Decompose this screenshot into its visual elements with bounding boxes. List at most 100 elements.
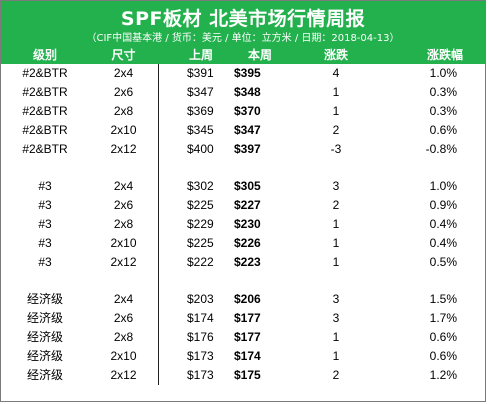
group-spacer xyxy=(1,159,485,177)
cell-grade: #3 xyxy=(38,217,52,231)
cell-size: 2x12 xyxy=(89,140,159,159)
cell-this-week: $174 xyxy=(234,349,261,363)
cell-change-pct: 0.6% xyxy=(429,330,457,344)
cell-grade: 经济级 xyxy=(26,349,63,363)
cell-grade: 经济级 xyxy=(26,292,63,306)
cell-change: 1 xyxy=(332,255,340,269)
header-change: 涨跌 xyxy=(323,48,348,62)
cell-size: 2x8 xyxy=(89,102,159,121)
cell-size: 2x10 xyxy=(89,347,159,366)
cell-this-week: $177 xyxy=(234,330,261,344)
cell-grade: 经济级 xyxy=(26,368,63,382)
cell-size: 2x6 xyxy=(89,83,159,102)
cell-this-week: $347 xyxy=(234,123,261,137)
spacer-cell xyxy=(1,272,89,290)
table-row: #2&BTR 2x12 $400 $397 -3 -0.8% xyxy=(1,140,485,159)
cell-change-pct: 0.6% xyxy=(429,349,457,363)
cell-change-pct: -0.8% xyxy=(425,142,457,156)
group-spacer xyxy=(1,272,485,290)
cell-change: 2 xyxy=(332,368,340,382)
table-row: #2&BTR 2x10 $345 $347 2 0.6% xyxy=(1,121,485,140)
cell-change-pct: 1.0% xyxy=(429,66,457,80)
cell-last-week: $174 xyxy=(187,311,214,325)
cell-this-week: $177 xyxy=(234,311,261,325)
table-row: 经济级 2x10 $173 $174 1 0.6% xyxy=(1,347,485,366)
cell-last-week: $222 xyxy=(187,255,214,269)
cell-grade: #2&BTR xyxy=(22,142,68,156)
cell-grade: 经济级 xyxy=(26,330,63,344)
table-row: #2&BTR 2x8 $369 $370 1 0.3% xyxy=(1,102,485,121)
table-row: #3 2x8 $229 $230 1 0.4% xyxy=(1,215,485,234)
report-title: SPF板材 北美市场行情周报 xyxy=(120,8,366,30)
cell-size: 2x12 xyxy=(89,253,159,272)
cell-this-week: $370 xyxy=(234,104,261,118)
header-change-pct: 涨跌幅 xyxy=(426,48,463,62)
cell-change: 1 xyxy=(332,349,340,363)
cell-last-week: $225 xyxy=(187,198,214,212)
cell-last-week: $400 xyxy=(187,142,214,156)
cell-grade: #3 xyxy=(38,236,52,250)
table-row: #3 2x12 $222 $223 1 0.5% xyxy=(1,253,485,272)
cell-grade: #2&BTR xyxy=(22,123,68,137)
cell-change: 1 xyxy=(332,217,340,231)
header-grade: 级别 xyxy=(32,48,57,62)
cell-size: 2x10 xyxy=(89,121,159,140)
cell-this-week: $305 xyxy=(234,179,261,193)
cell-this-week: $175 xyxy=(234,368,261,382)
table-row: 经济级 2x4 $203 $206 3 1.5% xyxy=(1,290,485,309)
cell-size: 2x6 xyxy=(89,309,159,328)
cell-grade: #3 xyxy=(38,179,52,193)
cell-this-week: $223 xyxy=(234,255,261,269)
cell-change-pct: 0.3% xyxy=(429,85,457,99)
cell-change: 1 xyxy=(332,330,340,344)
cell-this-week: $348 xyxy=(234,85,261,99)
spacer-divider xyxy=(89,159,159,177)
cell-size: 2x10 xyxy=(89,234,159,253)
cell-size: 2x4 xyxy=(89,64,159,83)
table-body: #2&BTR 2x4 $391 $395 4 1.0% #2&BTR 2x6 $347 $348 1… xyxy=(1,64,485,385)
cell-last-week: $173 xyxy=(187,349,214,363)
cell-change-pct: 0.9% xyxy=(429,198,457,212)
cell-last-week: $173 xyxy=(187,368,214,382)
cell-size: 2x8 xyxy=(89,328,159,347)
cell-grade: 经济级 xyxy=(26,311,63,325)
cell-grade: #2&BTR xyxy=(22,66,68,80)
header-this-week: 本周 xyxy=(247,48,272,62)
cell-size: 2x6 xyxy=(89,196,159,215)
cell-change-pct: 0.5% xyxy=(429,255,457,269)
cell-this-week: $397 xyxy=(234,142,261,156)
spacer-divider xyxy=(89,272,159,290)
cell-grade: #2&BTR xyxy=(22,104,68,118)
cell-last-week: $347 xyxy=(187,85,214,99)
cell-size: 2x12 xyxy=(89,366,159,385)
header-size: 尺寸 xyxy=(89,47,159,64)
header-last-week: 上周 xyxy=(189,48,214,62)
cell-change-pct: 1.0% xyxy=(429,179,457,193)
cell-change-pct: 1.5% xyxy=(429,292,457,306)
table-row: #2&BTR 2x4 $391 $395 4 1.0% xyxy=(1,64,485,83)
table-row: #2&BTR 2x6 $347 $348 1 0.3% xyxy=(1,83,485,102)
cell-change: 3 xyxy=(332,179,340,193)
cell-size: 2x4 xyxy=(89,290,159,309)
cell-change: 2 xyxy=(332,198,340,212)
cell-change-pct: 0.6% xyxy=(429,123,457,137)
cell-change: 1 xyxy=(332,85,340,99)
cell-size: 2x4 xyxy=(89,177,159,196)
cell-last-week: $176 xyxy=(187,330,214,344)
cell-grade: #3 xyxy=(38,255,52,269)
cell-this-week: $395 xyxy=(234,66,261,80)
report-subtitle: （CIF中国基本港 / 货币：美元 / 单位：立方米 / 日期：2018-04-… xyxy=(86,33,400,44)
table-row: #3 2x4 $302 $305 3 1.0% xyxy=(1,177,485,196)
cell-change-pct: 0.3% xyxy=(429,104,457,118)
cell-last-week: $225 xyxy=(187,236,214,250)
table-row: #3 2x10 $225 $226 1 0.4% xyxy=(1,234,485,253)
table-row: #3 2x6 $225 $227 2 0.9% xyxy=(1,196,485,215)
cell-change: 4 xyxy=(332,66,340,80)
cell-change: -3 xyxy=(330,142,342,156)
spacer-cell xyxy=(1,159,89,177)
cell-this-week: $226 xyxy=(234,236,261,250)
cell-last-week: $391 xyxy=(187,66,214,80)
cell-change-pct: 1.7% xyxy=(429,311,457,325)
cell-grade: #3 xyxy=(38,198,52,212)
